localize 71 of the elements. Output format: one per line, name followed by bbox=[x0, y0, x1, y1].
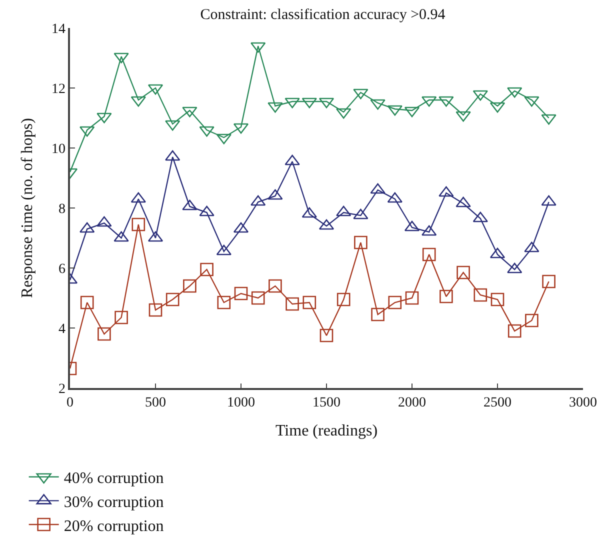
point bbox=[474, 288, 488, 302]
point bbox=[302, 296, 316, 310]
point bbox=[472, 90, 488, 101]
point bbox=[508, 324, 522, 338]
point bbox=[422, 248, 436, 262]
point bbox=[387, 105, 402, 116]
point bbox=[370, 99, 386, 110]
point bbox=[284, 98, 300, 108]
legend-label: 30% corruption bbox=[64, 494, 164, 511]
point bbox=[405, 291, 419, 305]
point bbox=[80, 126, 95, 137]
point bbox=[114, 310, 128, 324]
point bbox=[456, 266, 470, 280]
point bbox=[148, 303, 162, 317]
point bbox=[80, 296, 94, 310]
point bbox=[440, 290, 453, 304]
legend-label: 20% corruption bbox=[64, 518, 164, 535]
x-tick-label: 2000 bbox=[398, 396, 426, 411]
point bbox=[302, 98, 317, 108]
x-tick-label: 1000 bbox=[227, 396, 255, 411]
x-tick-label: 1500 bbox=[312, 396, 340, 411]
point bbox=[336, 108, 352, 119]
point bbox=[114, 52, 129, 64]
point bbox=[199, 126, 214, 137]
y-tick-label: 14 bbox=[51, 22, 66, 37]
point bbox=[234, 286, 248, 300]
y-tick-label: 10 bbox=[51, 142, 66, 157]
y-tick-label: 4 bbox=[58, 322, 66, 337]
y-tick-label: 6 bbox=[58, 262, 66, 277]
y-tick-label: 8 bbox=[58, 202, 66, 217]
point bbox=[353, 88, 368, 100]
point bbox=[217, 296, 231, 310]
point bbox=[336, 292, 350, 306]
point bbox=[130, 96, 146, 107]
point bbox=[525, 314, 538, 328]
x-tick-label: 500 bbox=[145, 396, 166, 411]
point bbox=[541, 114, 556, 125]
point bbox=[98, 327, 111, 341]
point bbox=[286, 297, 299, 311]
point bbox=[268, 102, 283, 113]
x-tick-label: 3000 bbox=[569, 396, 597, 411]
point bbox=[524, 96, 540, 107]
point bbox=[166, 292, 180, 306]
point bbox=[490, 292, 504, 306]
point bbox=[216, 134, 232, 144]
point bbox=[96, 112, 112, 124]
point bbox=[251, 291, 265, 305]
point bbox=[182, 106, 198, 118]
point bbox=[354, 236, 368, 250]
point bbox=[371, 308, 384, 322]
y-axis-title: Response time (no. of hops) bbox=[18, 118, 36, 298]
legend-label: 40% corruption bbox=[64, 470, 164, 488]
point bbox=[438, 96, 454, 107]
point bbox=[268, 279, 282, 293]
point bbox=[183, 279, 196, 293]
point bbox=[388, 296, 402, 310]
x-tick-label: 2500 bbox=[484, 396, 512, 411]
point bbox=[542, 274, 556, 288]
x-axis-title: Time (readings) bbox=[275, 422, 378, 440]
y-tick-label: 12 bbox=[51, 82, 66, 97]
point bbox=[507, 87, 522, 98]
point bbox=[422, 96, 437, 107]
point bbox=[200, 262, 214, 276]
chart-title: Constraint: classification accuracy >0.94 bbox=[200, 6, 446, 23]
y-tick-label: 2 bbox=[58, 382, 66, 397]
x-tick-label: 0 bbox=[66, 396, 74, 411]
point bbox=[132, 218, 146, 232]
point bbox=[165, 120, 180, 131]
point bbox=[456, 111, 471, 122]
point bbox=[250, 42, 266, 53]
point bbox=[320, 328, 334, 342]
